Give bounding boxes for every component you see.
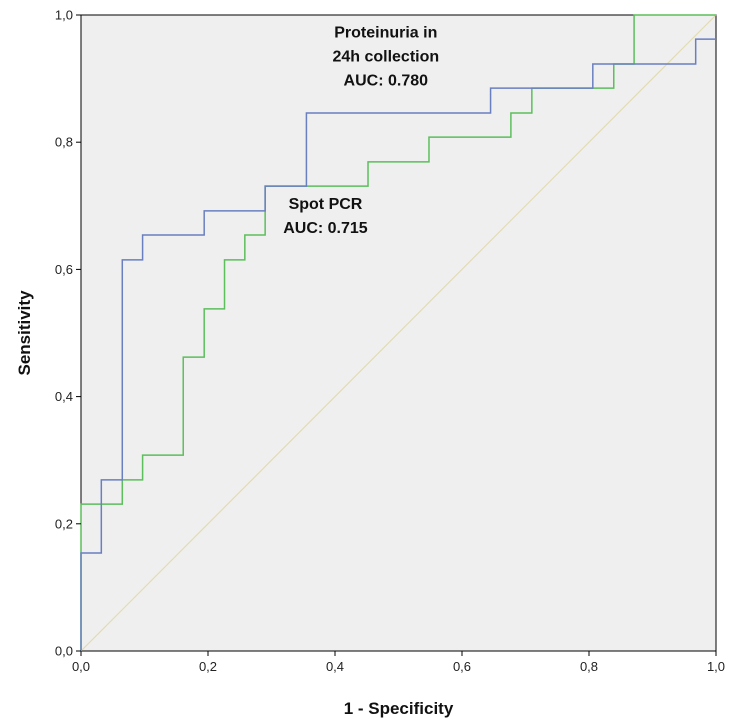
- annotation-line: AUC: 0.780: [344, 72, 429, 89]
- annotation-24h-collection: Proteinuria in 24h collection AUC: 0.780: [332, 24, 439, 89]
- y-tick-label: 0,2: [55, 516, 73, 531]
- y-tick-label: 0,4: [55, 389, 73, 404]
- y-tick-label: 1,0: [55, 8, 73, 23]
- roc-curve-24h-collection: [80, 38, 716, 651]
- y-tick-label: 0,0: [55, 644, 73, 659]
- x-tick-label: 0,8: [580, 659, 598, 674]
- x-tick-label: 0,4: [326, 659, 344, 674]
- annotation-spot-pcr: Spot PCR AUC: 0.715: [283, 196, 368, 237]
- annotation-line: 24h collection: [332, 48, 439, 65]
- y-tick-label: 0,8: [55, 135, 73, 150]
- annotation-line: AUC: 0.715: [283, 220, 368, 237]
- y-axis-title: Sensitivity: [15, 290, 34, 376]
- x-tick-label: 1,0: [707, 659, 725, 674]
- reference-diagonal-line: [80, 14, 717, 652]
- x-tick-label: 0,2: [199, 659, 217, 674]
- annotation-line: Spot PCR: [289, 196, 363, 213]
- x-tick-label: 0,0: [72, 659, 90, 674]
- annotation-layer: Proteinuria in 24h collection AUC: 0.780 Sp…: [283, 24, 439, 237]
- tick-layer: 0,0 0,2 0,4 0,6 0,8 1,0 0,0 0,2 0,4 0,6 0,8 1,0: [55, 8, 725, 675]
- y-tick-label: 0,6: [55, 262, 73, 277]
- annotation-line: Proteinuria in: [334, 24, 437, 41]
- x-axis-title: 1 - Specificity: [344, 699, 454, 718]
- x-tick-label: 0,6: [453, 659, 471, 674]
- series-layer: [80, 14, 717, 652]
